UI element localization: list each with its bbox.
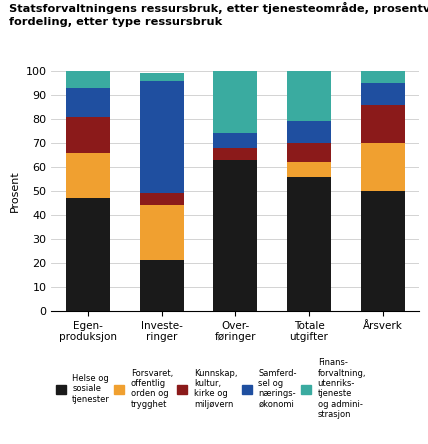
Bar bbox=[140, 193, 184, 205]
Bar bbox=[360, 105, 405, 143]
Bar bbox=[66, 198, 110, 311]
Legend: Helse og
sosiale
tjenester, Forsvaret,
offentlig
orden og
trygghet, Kunnskap,
ku: Helse og sosiale tjenester, Forsvaret, o… bbox=[56, 358, 366, 419]
Bar bbox=[287, 143, 331, 162]
Bar bbox=[140, 73, 184, 81]
Bar bbox=[213, 133, 258, 148]
Bar bbox=[360, 143, 405, 191]
Bar bbox=[66, 88, 110, 117]
Bar bbox=[66, 117, 110, 153]
Bar bbox=[360, 83, 405, 105]
Bar bbox=[66, 71, 110, 88]
Bar bbox=[213, 148, 258, 160]
Bar bbox=[287, 177, 331, 311]
Bar bbox=[287, 71, 331, 121]
Bar bbox=[213, 160, 258, 311]
Y-axis label: Prosent: Prosent bbox=[10, 170, 20, 212]
Bar bbox=[287, 162, 331, 177]
Bar bbox=[140, 261, 184, 311]
Bar bbox=[360, 191, 405, 311]
Text: Statsforvaltningens ressursbruk, etter tjenesteområde, prosentvis
fordeling, ett: Statsforvaltningens ressursbruk, etter t… bbox=[9, 2, 428, 28]
Bar bbox=[287, 121, 331, 143]
Bar bbox=[140, 81, 184, 193]
Bar bbox=[140, 205, 184, 261]
Bar bbox=[360, 71, 405, 83]
Bar bbox=[213, 71, 258, 133]
Bar bbox=[66, 153, 110, 198]
